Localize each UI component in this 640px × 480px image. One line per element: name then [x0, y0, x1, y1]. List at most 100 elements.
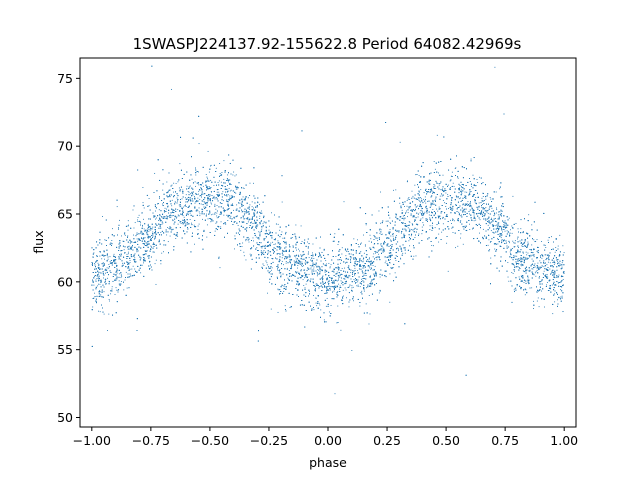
data-point — [181, 198, 183, 200]
data-point — [471, 207, 473, 209]
data-point — [437, 183, 439, 185]
data-point — [370, 263, 372, 265]
data-point — [288, 278, 289, 280]
data-point — [144, 240, 146, 242]
data-point — [460, 233, 462, 235]
data-point — [251, 218, 253, 219]
data-point — [143, 228, 145, 230]
data-point — [142, 254, 144, 255]
data-point — [442, 200, 444, 201]
data-point — [535, 271, 537, 273]
data-point — [126, 253, 128, 255]
data-point — [420, 204, 422, 206]
data-point — [433, 245, 434, 247]
data-point — [104, 255, 106, 256]
data-point — [153, 251, 155, 253]
data-point — [561, 266, 563, 268]
data-point — [421, 233, 423, 235]
data-point — [336, 267, 338, 269]
data-point — [251, 206, 253, 208]
data-point — [145, 232, 147, 234]
data-point — [470, 191, 472, 192]
data-point — [551, 270, 553, 272]
data-point — [368, 295, 370, 296]
data-point — [357, 284, 359, 286]
data-point — [199, 215, 201, 217]
data-point — [323, 286, 325, 288]
data-point — [348, 274, 350, 276]
data-point — [95, 280, 97, 282]
data-point — [420, 198, 422, 200]
data-point — [495, 212, 497, 214]
data-point — [263, 250, 265, 251]
data-point — [326, 263, 328, 265]
data-point — [277, 288, 279, 290]
data-point — [150, 245, 152, 247]
data-point — [166, 215, 168, 217]
data-point — [342, 289, 344, 291]
data-point — [396, 247, 398, 249]
data-point — [326, 297, 328, 299]
data-point — [376, 259, 378, 261]
data-point — [99, 255, 101, 257]
data-point — [240, 202, 242, 204]
data-point — [234, 235, 236, 237]
data-point — [288, 270, 290, 271]
data-point — [266, 264, 268, 266]
data-point — [524, 294, 526, 296]
data-point — [421, 208, 423, 210]
data-point — [198, 223, 200, 225]
data-point — [344, 287, 346, 289]
data-point — [199, 213, 201, 215]
data-point — [373, 253, 375, 255]
data-point — [373, 273, 375, 275]
data-point — [110, 293, 112, 295]
data-point — [318, 270, 320, 271]
data-point — [554, 262, 556, 264]
data-point — [544, 268, 546, 270]
data-point — [371, 261, 373, 263]
data-point — [483, 215, 485, 217]
data-point — [287, 277, 289, 279]
data-point — [118, 228, 120, 230]
data-point — [516, 238, 518, 240]
data-point — [357, 286, 359, 287]
data-point — [548, 256, 550, 258]
data-point — [402, 212, 404, 214]
scatter-points — [91, 65, 565, 395]
data-point — [244, 214, 246, 216]
data-point — [168, 196, 170, 197]
data-point — [500, 235, 502, 237]
data-point — [202, 209, 204, 211]
data-point — [530, 254, 532, 256]
data-point — [282, 251, 284, 253]
data-point — [528, 270, 530, 272]
data-point — [110, 242, 112, 244]
data-point — [378, 253, 380, 255]
data-point — [528, 282, 530, 283]
data-point — [413, 255, 415, 257]
data-point — [177, 235, 179, 237]
data-point — [291, 265, 292, 267]
data-point — [235, 188, 237, 190]
data-point — [536, 239, 538, 241]
data-point — [188, 199, 189, 200]
data-point — [185, 201, 187, 203]
data-point — [228, 181, 229, 183]
data-point — [551, 272, 553, 274]
data-point — [375, 251, 377, 253]
data-point — [391, 234, 393, 236]
data-point — [166, 234, 168, 236]
data-point — [123, 249, 125, 251]
data-point — [305, 276, 307, 278]
data-point — [331, 270, 333, 272]
data-point — [105, 272, 106, 274]
data-point — [515, 258, 516, 260]
data-point — [385, 260, 387, 262]
data-point — [411, 223, 413, 225]
data-point — [227, 204, 229, 206]
data-point — [249, 227, 250, 228]
data-point — [528, 282, 530, 284]
data-point — [350, 272, 352, 274]
data-point — [92, 306, 94, 308]
